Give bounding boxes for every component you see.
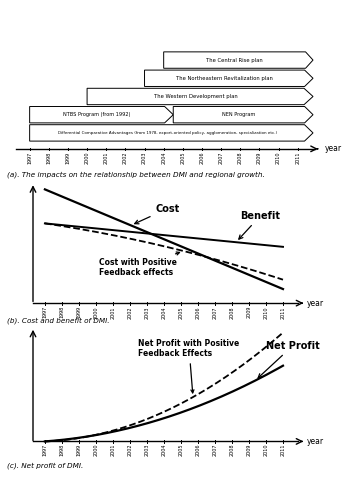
Text: 2000: 2000 [85, 152, 90, 164]
Text: 1998: 1998 [46, 152, 51, 164]
Text: The Western Development plan: The Western Development plan [154, 94, 237, 99]
Text: 2010: 2010 [264, 444, 268, 456]
Text: 2011: 2011 [280, 444, 286, 456]
Text: 2001: 2001 [111, 444, 116, 456]
Text: Benefit: Benefit [239, 210, 280, 239]
Polygon shape [173, 106, 313, 123]
Text: 2005: 2005 [178, 444, 183, 456]
Polygon shape [145, 70, 313, 86]
Text: Cost with Positive
Feedback effects: Cost with Positive Feedback effects [99, 252, 180, 277]
Text: year: year [324, 144, 342, 154]
Text: 2003: 2003 [142, 152, 147, 164]
Polygon shape [30, 106, 173, 123]
Text: Net Profit with Positive
Feedback Effects: Net Profit with Positive Feedback Effect… [139, 339, 240, 393]
Text: 2011: 2011 [280, 306, 286, 318]
Text: 2004: 2004 [161, 444, 167, 456]
Text: The Central Rise plan: The Central Rise plan [206, 58, 263, 62]
Text: 2008: 2008 [230, 444, 235, 456]
Text: 1997: 1997 [42, 444, 47, 456]
Text: The Northeastern Revitalization plan: The Northeastern Revitalization plan [176, 76, 273, 81]
Polygon shape [87, 88, 313, 104]
Text: 1997: 1997 [42, 306, 47, 318]
Text: 2006: 2006 [195, 444, 201, 456]
Text: 2001: 2001 [104, 152, 109, 164]
Text: 2008: 2008 [238, 152, 243, 164]
Text: Net Profit: Net Profit [258, 340, 320, 378]
Text: (c). Net profit of DMI.: (c). Net profit of DMI. [7, 462, 83, 468]
Polygon shape [164, 52, 313, 68]
Text: 2009: 2009 [257, 152, 262, 164]
Text: 2003: 2003 [145, 444, 149, 456]
Text: 2007: 2007 [219, 152, 224, 164]
Text: (a). The impacts on the relationship between DMI and regional growth.: (a). The impacts on the relationship bet… [7, 171, 265, 177]
Text: Cost: Cost [135, 204, 180, 224]
Text: 2006: 2006 [199, 152, 204, 164]
Text: 2002: 2002 [127, 306, 132, 318]
Text: 2007: 2007 [212, 444, 217, 456]
Text: 2004: 2004 [161, 152, 166, 164]
Text: 2010: 2010 [264, 306, 268, 318]
Text: 1999: 1999 [76, 306, 82, 318]
Text: 2009: 2009 [246, 306, 251, 318]
Text: 1999: 1999 [76, 444, 82, 456]
Text: 2008: 2008 [230, 306, 235, 318]
Text: 1997: 1997 [27, 152, 32, 164]
Text: year: year [307, 298, 324, 308]
Text: 2009: 2009 [246, 444, 251, 456]
Text: 1998: 1998 [60, 444, 64, 456]
Text: 1998: 1998 [60, 306, 64, 318]
Text: 2001: 2001 [111, 306, 116, 318]
Text: 2002: 2002 [127, 444, 132, 456]
Text: NTBS Program (from 1992): NTBS Program (from 1992) [63, 112, 131, 117]
Text: (b). Cost and benefit of DMI.: (b). Cost and benefit of DMI. [7, 317, 110, 324]
Text: 2000: 2000 [93, 444, 98, 456]
Text: 2007: 2007 [212, 306, 217, 318]
Text: 2002: 2002 [123, 152, 128, 164]
Polygon shape [30, 124, 313, 141]
Text: 2006: 2006 [195, 306, 201, 318]
Text: 2005: 2005 [180, 152, 185, 164]
Text: 2000: 2000 [93, 306, 98, 318]
Text: NEN Program: NEN Program [222, 112, 256, 117]
Text: 2010: 2010 [276, 152, 281, 164]
Text: 2003: 2003 [145, 306, 149, 318]
Text: 2011: 2011 [295, 152, 300, 164]
Text: 2005: 2005 [178, 306, 183, 318]
Text: Differential Comparative Advantages (from 1978, export-oriented policy, agglomer: Differential Comparative Advantages (fro… [57, 131, 276, 135]
Text: 2004: 2004 [161, 306, 167, 318]
Text: year: year [307, 437, 324, 446]
Text: 1999: 1999 [65, 152, 70, 164]
